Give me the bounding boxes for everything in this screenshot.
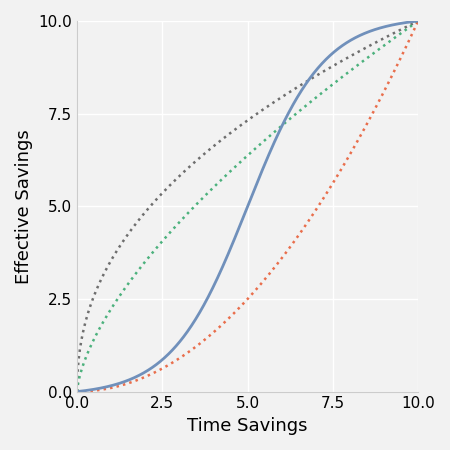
- Y-axis label: Effective Savings: Effective Savings: [15, 129, 33, 284]
- X-axis label: Time Savings: Time Savings: [187, 417, 308, 435]
